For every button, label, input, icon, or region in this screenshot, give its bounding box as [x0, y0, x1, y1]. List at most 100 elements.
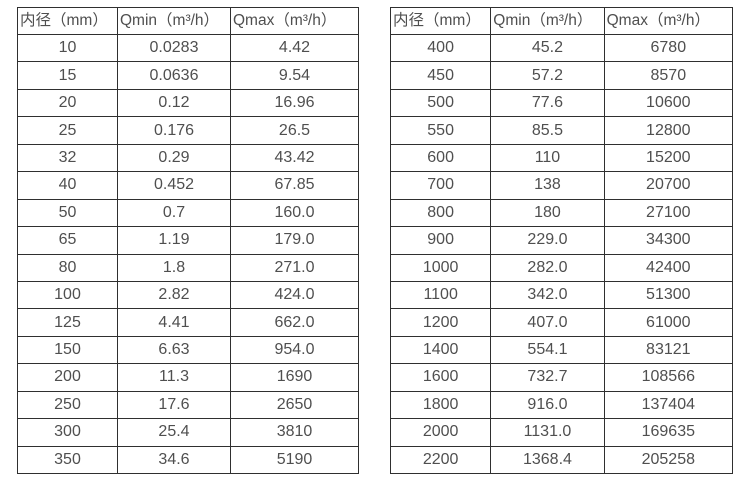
- qmax-cell: 1690: [230, 363, 359, 392]
- diameter-cell: 300: [17, 418, 118, 447]
- diameter-cell: 40: [17, 171, 118, 200]
- qmin-cell: 57.2: [490, 61, 605, 90]
- qmax-cell: 83121: [603, 335, 734, 365]
- qmin-cell: 11.3: [117, 363, 231, 392]
- diameter-cell: 250: [17, 390, 118, 420]
- qmin-cell: 0.12: [117, 88, 231, 118]
- qmin-cell: 342.0: [490, 280, 605, 310]
- qmax-cell: 169635: [603, 418, 734, 447]
- diameter-cell: 500: [389, 88, 492, 118]
- qmin-cell: 0.29: [117, 143, 231, 173]
- qmin-cell: 0.176: [117, 116, 231, 145]
- diameter-cell: 150: [17, 335, 118, 365]
- qmax-cell: 27100: [603, 198, 734, 228]
- qmin-cell: 1368.4: [490, 445, 605, 475]
- flow-table-small-diameters: 内径（mm） Qmin（m³/h） Qmax（m³/h） 10 0.0283 4.42 15…: [17, 7, 359, 475]
- table-row: 200 11.3 1690: [17, 363, 359, 392]
- qmax-cell: 16.96: [230, 88, 359, 118]
- diameter-column-header: 内径（mm）: [17, 7, 118, 35]
- diameter-cell: 1000: [389, 253, 492, 282]
- table-row: 15 0.0636 9.54: [17, 61, 359, 90]
- diameter-cell: 700: [389, 171, 492, 200]
- qmax-cell: 5190: [230, 445, 359, 475]
- table-row: 40 0.452 67.85: [17, 171, 359, 200]
- table-row: 1000 282.0 42400: [389, 253, 734, 282]
- header-row: 内径（mm） Qmin（m³/h） Qmax（m³/h）: [389, 7, 734, 35]
- qmin-cell: 77.6: [490, 88, 605, 118]
- table-row: 1400 554.1 83121: [389, 335, 734, 365]
- qmin-cell: 282.0: [490, 253, 605, 282]
- diameter-cell: 1800: [389, 390, 492, 420]
- diameter-cell: 65: [17, 226, 118, 255]
- qmax-cell: 26.5: [230, 116, 359, 145]
- diameter-cell: 32: [17, 143, 118, 173]
- diameter-cell: 400: [389, 33, 492, 63]
- qmin-cell: 4.41: [117, 308, 231, 337]
- qmin-cell: 0.0636: [117, 61, 231, 90]
- diameter-cell: 550: [389, 116, 492, 145]
- diameter-cell: 200: [17, 363, 118, 392]
- table-row: 2200 1368.4 205258: [389, 445, 734, 475]
- diameter-cell: 10: [17, 33, 118, 63]
- qmin-cell: 229.0: [490, 226, 605, 255]
- table-row: 600 110 15200: [389, 143, 734, 173]
- qmin-cell: 25.4: [117, 418, 231, 447]
- qmax-cell: 3810: [230, 418, 359, 447]
- diameter-cell: 1400: [389, 335, 492, 365]
- flow-table-large-diameters: 内径（mm） Qmin（m³/h） Qmax（m³/h） 400 45.2 6780 450…: [389, 7, 734, 475]
- qmax-cell: 108566: [603, 363, 734, 392]
- header-row: 内径（mm） Qmin（m³/h） Qmax（m³/h）: [17, 7, 359, 35]
- diameter-cell: 25: [17, 116, 118, 145]
- qmin-cell: 6.63: [117, 335, 231, 365]
- diameter-cell: 1100: [389, 280, 492, 310]
- qmax-cell: 12800: [603, 116, 734, 145]
- qmax-cell: 954.0: [230, 335, 359, 365]
- qmin-cell: 138: [490, 171, 605, 200]
- qmin-cell: 407.0: [490, 308, 605, 337]
- qmax-cell: 67.85: [230, 171, 359, 200]
- diameter-column-header: 内径（mm）: [389, 7, 492, 35]
- qmin-cell: 1.8: [117, 253, 231, 282]
- table-row: 20 0.12 16.96: [17, 88, 359, 118]
- diameter-cell: 1200: [389, 308, 492, 337]
- qmin-cell: 732.7: [490, 363, 605, 392]
- qmax-cell: 424.0: [230, 280, 359, 310]
- qmin-cell: 916.0: [490, 390, 605, 420]
- table-row: 350 34.6 5190: [17, 445, 359, 475]
- diameter-cell: 100: [17, 280, 118, 310]
- diameter-cell: 450: [389, 61, 492, 90]
- table-row: 800 180 27100: [389, 198, 734, 228]
- qmax-cell: 61000: [603, 308, 734, 337]
- table-row: 450 57.2 8570: [389, 61, 734, 90]
- qmin-cell: 2.82: [117, 280, 231, 310]
- diameter-cell: 1600: [389, 363, 492, 392]
- table-row: 700 138 20700: [389, 171, 734, 200]
- table-row: 65 1.19 179.0: [17, 226, 359, 255]
- qmin-cell: 17.6: [117, 390, 231, 420]
- qmax-cell: 8570: [603, 61, 734, 90]
- diameter-cell: 50: [17, 198, 118, 228]
- qmax-cell: 662.0: [230, 308, 359, 337]
- qmax-cell: 43.42: [230, 143, 359, 173]
- qmax-cell: 42400: [603, 253, 734, 282]
- diameter-cell: 80: [17, 253, 118, 282]
- table-row: 1200 407.0 61000: [389, 308, 734, 337]
- table-row: 32 0.29 43.42: [17, 143, 359, 173]
- table-row: 2000 1131.0 169635: [389, 418, 734, 447]
- qmax-cell: 271.0: [230, 253, 359, 282]
- qmax-cell: 9.54: [230, 61, 359, 90]
- table-row: 25 0.176 26.5: [17, 116, 359, 145]
- qmax-cell: 15200: [603, 143, 734, 173]
- qmin-cell: 34.6: [117, 445, 231, 475]
- table-row: 100 2.82 424.0: [17, 280, 359, 310]
- qmax-column-header: Qmax（m³/h）: [603, 7, 734, 35]
- diameter-cell: 800: [389, 198, 492, 228]
- table-row: 900 229.0 34300: [389, 226, 734, 255]
- qmin-cell: 0.7: [117, 198, 231, 228]
- diameter-cell: 2000: [389, 418, 492, 447]
- qmax-cell: 10600: [603, 88, 734, 118]
- qmin-cell: 554.1: [490, 335, 605, 365]
- qmin-cell: 45.2: [490, 33, 605, 63]
- qmax-cell: 179.0: [230, 226, 359, 255]
